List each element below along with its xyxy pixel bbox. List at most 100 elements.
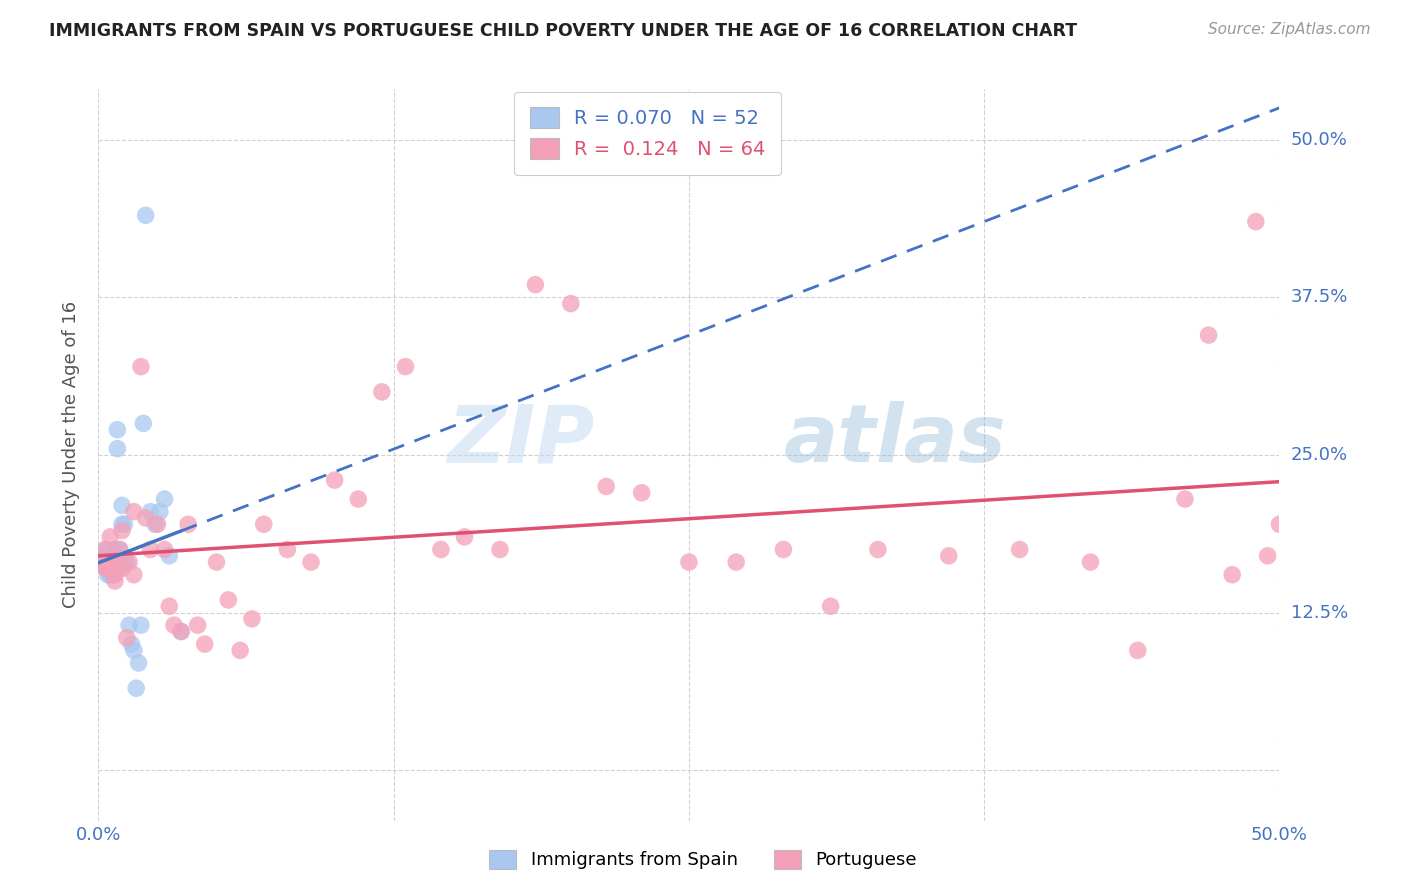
Point bbox=[725, 555, 748, 569]
Point bbox=[111, 499, 134, 513]
Point bbox=[118, 555, 141, 569]
Point bbox=[94, 542, 117, 557]
Point bbox=[98, 555, 121, 569]
Point bbox=[139, 505, 162, 519]
Point bbox=[1244, 214, 1267, 228]
Point bbox=[101, 555, 124, 569]
Point bbox=[1220, 567, 1243, 582]
Point bbox=[371, 384, 394, 399]
Point bbox=[101, 549, 124, 563]
Point bbox=[104, 567, 127, 582]
Point bbox=[104, 542, 127, 557]
Point bbox=[112, 517, 135, 532]
Y-axis label: Child Poverty Under the Age of 16: Child Poverty Under the Age of 16 bbox=[62, 301, 80, 608]
Point bbox=[276, 542, 298, 557]
Point bbox=[104, 561, 127, 575]
Point bbox=[97, 561, 120, 575]
Point bbox=[132, 417, 155, 431]
Point bbox=[111, 517, 134, 532]
Text: 50.0%: 50.0% bbox=[1291, 130, 1347, 149]
Point bbox=[90, 549, 112, 563]
Point bbox=[105, 423, 128, 437]
Point bbox=[104, 567, 127, 582]
Point bbox=[217, 593, 239, 607]
Point bbox=[94, 555, 117, 569]
Text: atlas: atlas bbox=[783, 401, 1007, 479]
Point bbox=[91, 549, 114, 563]
Point bbox=[121, 637, 143, 651]
Point bbox=[122, 505, 145, 519]
Point bbox=[94, 549, 117, 563]
Point bbox=[194, 637, 217, 651]
Point bbox=[129, 618, 152, 632]
Point bbox=[135, 511, 157, 525]
Point bbox=[105, 555, 128, 569]
Point bbox=[453, 530, 475, 544]
Point bbox=[205, 555, 228, 569]
Point bbox=[1174, 491, 1197, 506]
Point bbox=[97, 561, 120, 575]
Point bbox=[98, 561, 121, 575]
Point bbox=[94, 561, 117, 575]
Point bbox=[101, 561, 124, 575]
Point bbox=[240, 612, 263, 626]
Point bbox=[1198, 328, 1220, 343]
Point bbox=[98, 530, 121, 544]
Point bbox=[122, 643, 145, 657]
Point bbox=[866, 542, 889, 557]
Text: 12.5%: 12.5% bbox=[1291, 604, 1348, 622]
Point bbox=[1008, 542, 1031, 557]
Point bbox=[108, 542, 131, 557]
Point bbox=[98, 567, 121, 582]
Point bbox=[1268, 517, 1291, 532]
Point bbox=[98, 567, 121, 582]
Point bbox=[149, 505, 172, 519]
Point bbox=[104, 555, 127, 569]
Point bbox=[323, 473, 346, 487]
Legend: Immigrants from Spain, Portuguese: Immigrants from Spain, Portuguese bbox=[479, 841, 927, 879]
Point bbox=[94, 542, 117, 557]
Point bbox=[97, 567, 120, 582]
Point bbox=[347, 491, 370, 506]
Point bbox=[118, 618, 141, 632]
Point bbox=[1257, 549, 1279, 563]
Point bbox=[678, 555, 700, 569]
Point bbox=[97, 555, 120, 569]
Point bbox=[163, 618, 186, 632]
Legend: R = 0.070   N = 52, R =  0.124   N = 64: R = 0.070 N = 52, R = 0.124 N = 64 bbox=[515, 92, 782, 175]
Point bbox=[772, 542, 794, 557]
Point bbox=[177, 517, 200, 532]
Point bbox=[820, 599, 842, 614]
Point bbox=[153, 491, 176, 506]
Text: 25.0%: 25.0% bbox=[1291, 446, 1348, 464]
Point bbox=[524, 277, 547, 292]
Point bbox=[115, 555, 138, 569]
Point bbox=[98, 561, 121, 575]
Point bbox=[101, 555, 124, 569]
Point bbox=[122, 567, 145, 582]
Point bbox=[98, 555, 121, 569]
Point bbox=[97, 555, 120, 569]
Point bbox=[157, 549, 180, 563]
Point bbox=[253, 517, 276, 532]
Point bbox=[143, 517, 166, 532]
Point bbox=[111, 561, 134, 575]
Point bbox=[101, 555, 124, 569]
Point bbox=[108, 561, 131, 575]
Point bbox=[108, 542, 131, 557]
Point bbox=[560, 296, 582, 310]
Point bbox=[170, 624, 193, 639]
Point bbox=[146, 517, 169, 532]
Point bbox=[104, 542, 127, 557]
Point bbox=[595, 479, 617, 493]
Point bbox=[101, 567, 124, 582]
Point bbox=[430, 542, 453, 557]
Point bbox=[394, 359, 416, 374]
Point bbox=[98, 555, 121, 569]
Point bbox=[153, 542, 176, 557]
Point bbox=[299, 555, 322, 569]
Point bbox=[97, 561, 120, 575]
Point bbox=[94, 561, 117, 575]
Point bbox=[105, 555, 128, 569]
Point bbox=[90, 555, 112, 569]
